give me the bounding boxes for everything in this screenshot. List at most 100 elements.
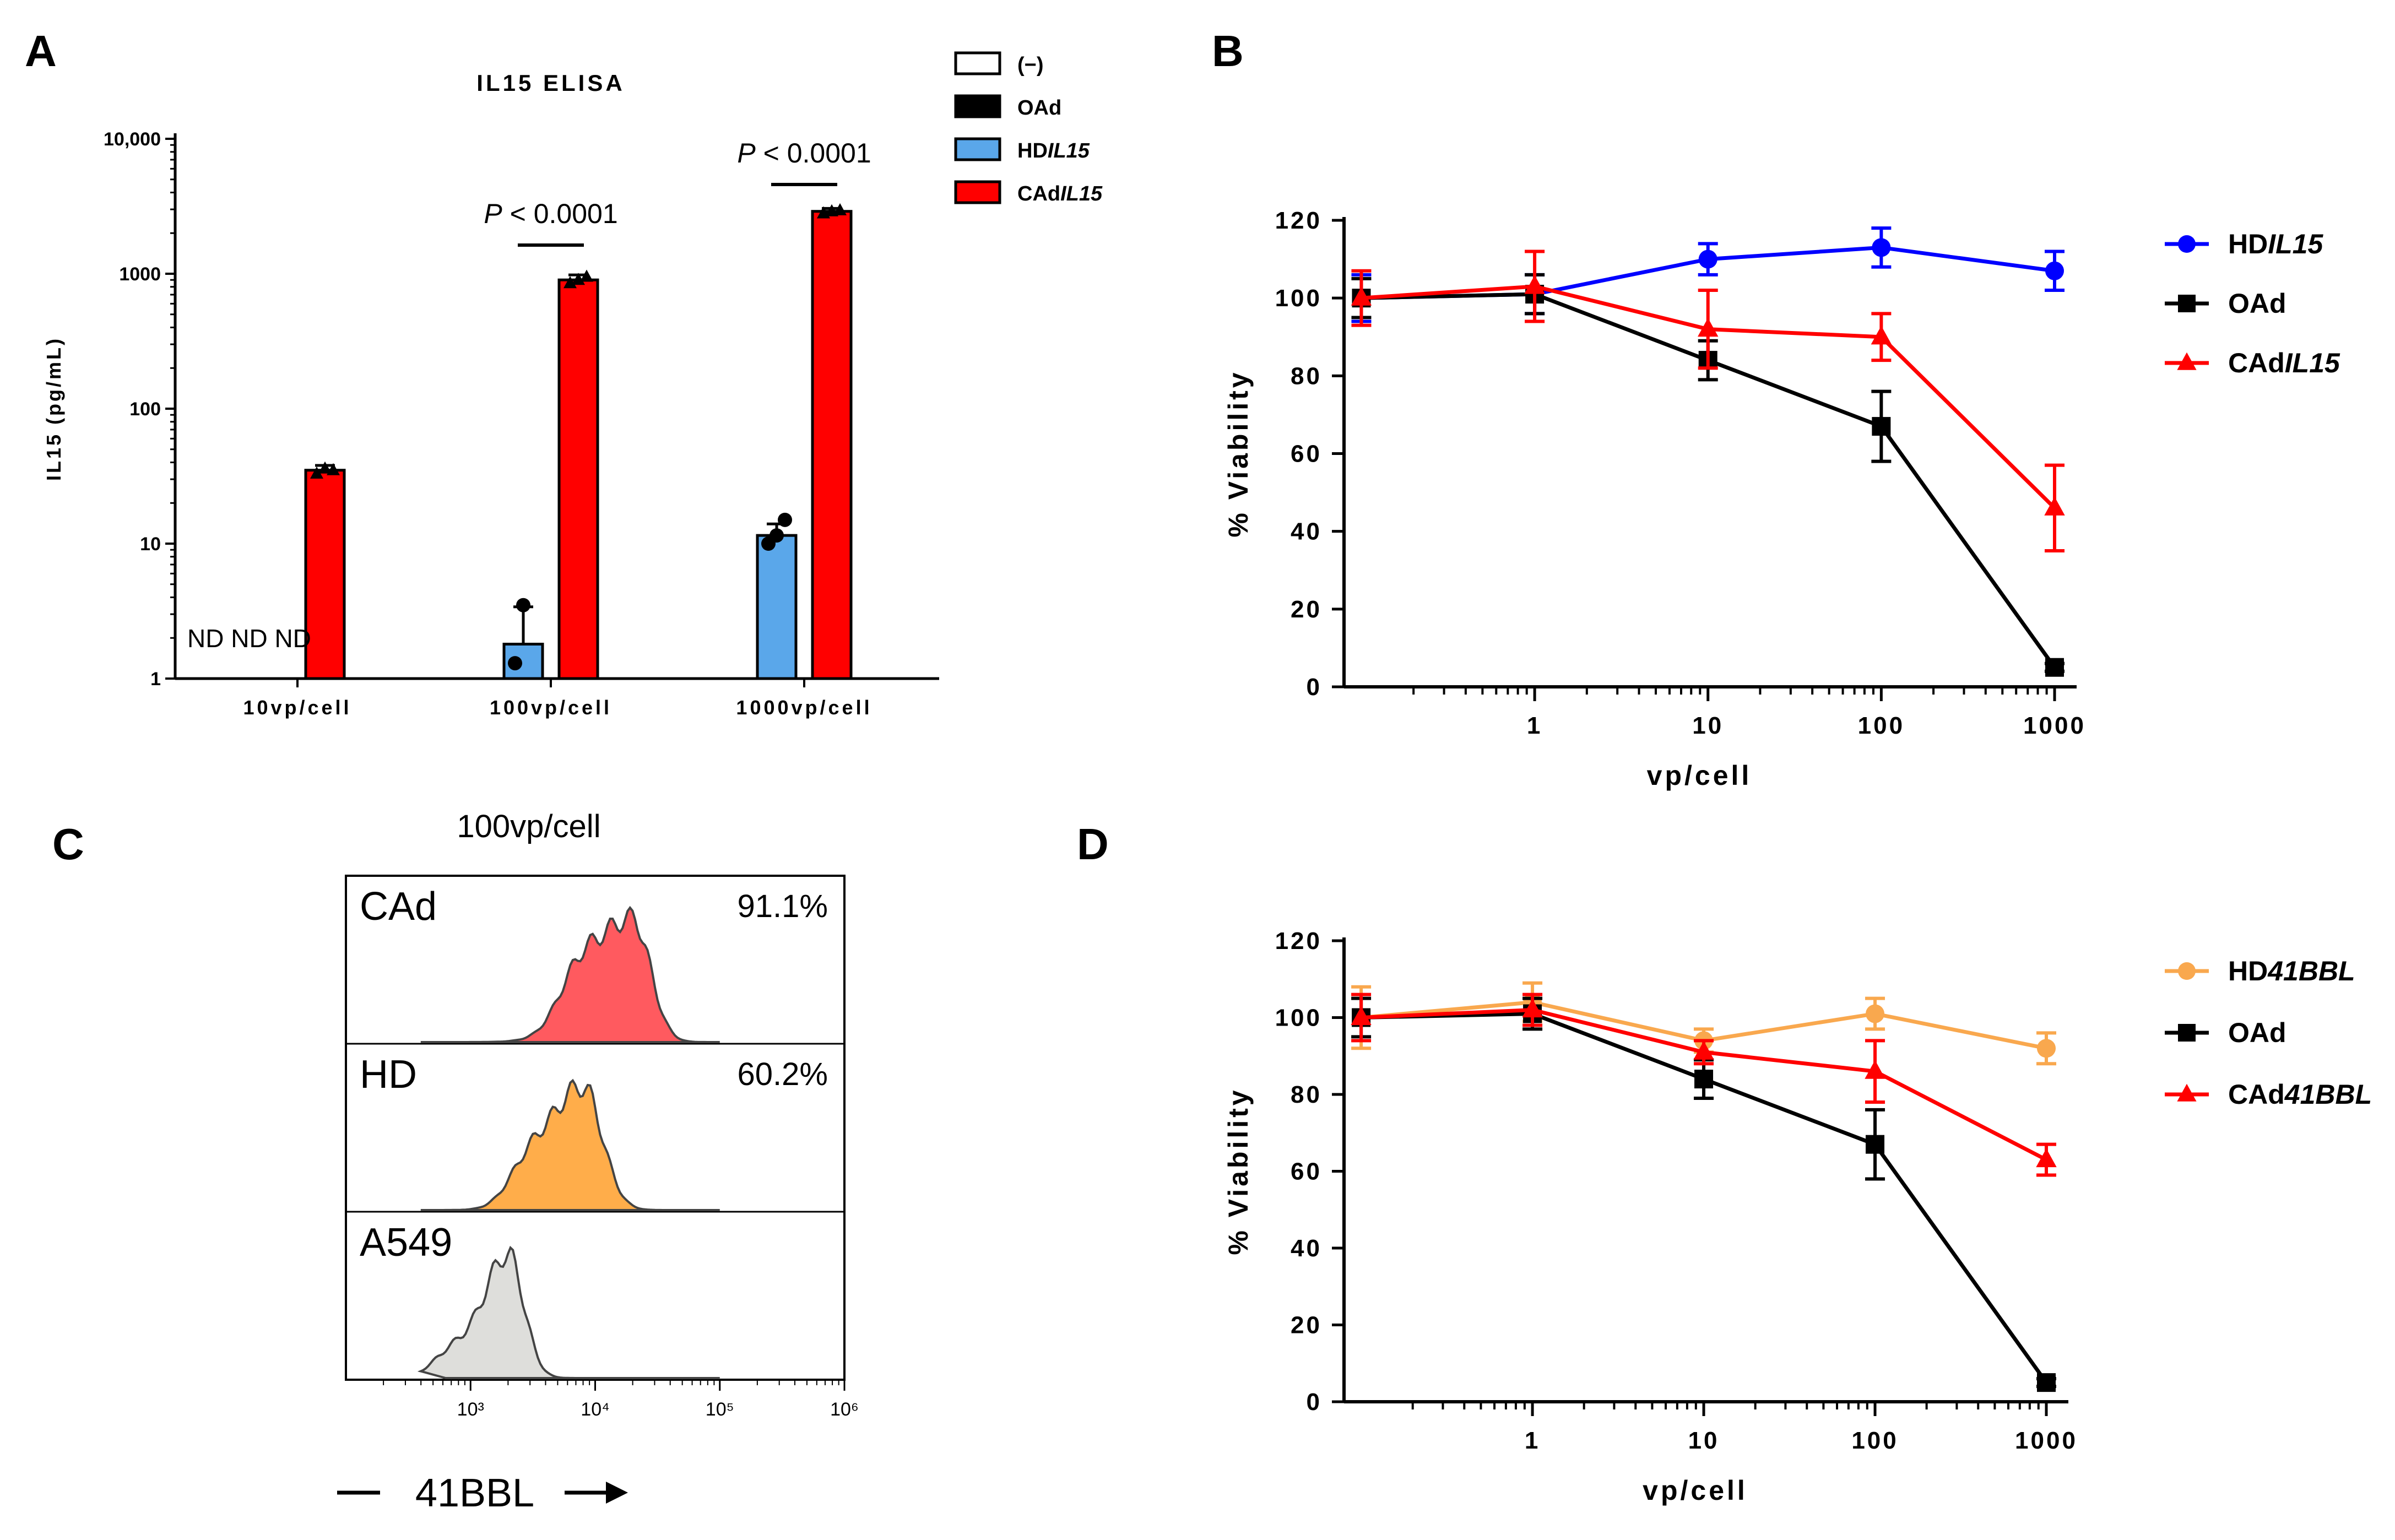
chart-d-data-point [1866, 1004, 1885, 1023]
chart-a-legend-swatch [954, 180, 1001, 204]
chart-a-legend-label: CAdIL15 [1017, 182, 1103, 205]
chart-b-data-point [2045, 261, 2064, 280]
chart-c-x-axis-label: 41BBL [415, 1471, 534, 1515]
chart-a-title: IL15 ELISA [476, 70, 625, 96]
chart-d-legend-marker [2178, 962, 2196, 980]
chart-b-data-point [1698, 318, 1719, 337]
chart-c-row-percent: 60.2% [738, 1056, 828, 1092]
chart-a-x-tick-label: 100vp/cell [490, 696, 612, 719]
chart-d-data-point [1694, 1070, 1714, 1089]
chart-b-data-point [1871, 326, 1892, 345]
chart-d-data-point [1866, 1135, 1885, 1154]
chart-a-data-point [516, 598, 530, 612]
chart-d-data-point [2037, 1373, 2056, 1392]
chart-a-nd-label: ND ND ND [187, 624, 311, 653]
chart-d-legend-label: OAd [2228, 1017, 2286, 1048]
chart-a-y-axis-label: IL15 (pg/mL) [42, 337, 65, 481]
chart-b-data-point [1872, 238, 1891, 257]
chart-b-legend-marker [2178, 295, 2196, 312]
panel-letter-d: D [1077, 820, 1109, 869]
chart-b-legend-label: CAdIL15 [2228, 348, 2340, 378]
legend-italic: IL15 [2285, 348, 2340, 378]
panel-a-bar-chart: IL15 ELISA IL15 (pg/mL) 1 10 100 1000 10,000 10… [42, 51, 1103, 719]
chart-d-y-tick-label: 100 [1275, 1005, 1322, 1032]
chart-a-x-tick-label: 10vp/cell [243, 696, 351, 719]
chart-a-legend-label: HDIL15 [1017, 139, 1090, 162]
chart-d-x-tick-label: 100 [1851, 1427, 1898, 1454]
chart-a-bar-cadil15 [304, 469, 346, 680]
chart-a-y-tick-label: 10 [140, 534, 161, 555]
chart-b-data-point [1698, 250, 1717, 269]
chart-d-legend-label: CAd41BBL [2228, 1079, 2372, 1110]
legend-italic: IL15 [2268, 229, 2323, 259]
chart-b-data-point [1351, 286, 1372, 306]
chart-d-y-tick-label: 40 [1291, 1235, 1322, 1262]
chart-a-legend-swatch [954, 51, 1001, 75]
legend-plain: CAd [1017, 182, 1060, 205]
legend-plain: CAd [2228, 1079, 2285, 1110]
p-symbol: P [737, 138, 756, 169]
legend-italic: IL15 [1048, 139, 1090, 162]
legend-italic: IL15 [1060, 182, 1103, 205]
chart-c-x-tick-label: 10³ [457, 1399, 484, 1420]
chart-d-legend-marker [2178, 1024, 2196, 1042]
chart-d-y-tick-label: 120 [1275, 928, 1322, 955]
chart-a-y-tick-label: 10,000 [104, 129, 161, 150]
legend-italic: 41BBL [2267, 956, 2355, 986]
chart-a-y-tick-label: 100 [129, 399, 161, 420]
chart-b-legend-label: HDIL15 [2228, 229, 2323, 259]
chart-d-y-axis-label: % Viability [1223, 1087, 1254, 1255]
chart-a-data-point [563, 276, 577, 289]
legend-plain: HD [1017, 139, 1048, 162]
legend-italic: 41BBL [2284, 1079, 2372, 1110]
chart-b-data-point [1524, 275, 1545, 294]
chart-c-x-tick-label: 10⁴ [581, 1399, 609, 1420]
chart-d-x-axis-label: vp/cell [1643, 1475, 1748, 1506]
chart-c-histogram-2 [417, 1245, 720, 1379]
chart-a-p-value: P < 0.0001 [484, 198, 617, 229]
p-threshold: < 0.0001 [756, 138, 871, 169]
chart-a-legend-swatch [954, 137, 1001, 161]
legend-plain: CAd [2228, 348, 2285, 378]
panel-letter-a: A [25, 26, 57, 75]
chart-d-y-tick-label: 80 [1291, 1081, 1322, 1108]
chart-b-y-tick-label: 40 [1291, 518, 1322, 545]
chart-b-data-point [2045, 658, 2064, 677]
chart-c-row-label: CAd [360, 885, 437, 929]
chart-d-legend-marker [2177, 1083, 2197, 1102]
chart-b-y-axis-label: % Viability [1223, 370, 1254, 537]
chart-a-data-point [770, 528, 784, 543]
chart-c-axis-arrow-head [606, 1482, 628, 1504]
chart-d-x-tick-label: 1 [1525, 1427, 1540, 1454]
chart-a-bar-cadil15 [811, 210, 853, 680]
p-threshold: < 0.0001 [502, 198, 618, 229]
legend-plain: OAd [2228, 1017, 2286, 1048]
chart-c-x-tick-label: 10⁶ [830, 1399, 859, 1420]
legend-plain: HD [2228, 956, 2268, 986]
chart-b-y-tick-label: 100 [1275, 285, 1322, 312]
chart-b-data-point [2044, 496, 2065, 516]
chart-b-x-axis-label: vp/cell [1647, 760, 1752, 791]
chart-c-row-label: HD [360, 1053, 417, 1097]
chart-d-data-point [2036, 1148, 2057, 1168]
chart-a-data-point [833, 203, 847, 215]
chart-a-y-tick-label: 1 [150, 669, 161, 690]
chart-a-data-point [580, 269, 593, 282]
chart-d-data-point [1522, 999, 1543, 1018]
panel-letter-c: C [52, 820, 84, 869]
chart-b-y-tick-label: 60 [1291, 441, 1322, 468]
chart-a-data-point [327, 463, 340, 475]
chart-a-bar-cadil15 [557, 278, 599, 680]
chart-a-data-point [572, 273, 585, 285]
chart-d-data-point [1693, 1040, 1714, 1060]
chart-b-y-tick-label: 120 [1275, 207, 1322, 234]
chart-d-data-point [1865, 1060, 1885, 1079]
chart-d-data-point [2037, 1039, 2056, 1058]
legend-plain: OAd [2228, 288, 2286, 319]
chart-d-y-tick-label: 60 [1291, 1158, 1322, 1185]
chart-a-bar-hdil15 [756, 534, 798, 680]
chart-c-x-tick-label: 10⁵ [706, 1399, 734, 1420]
